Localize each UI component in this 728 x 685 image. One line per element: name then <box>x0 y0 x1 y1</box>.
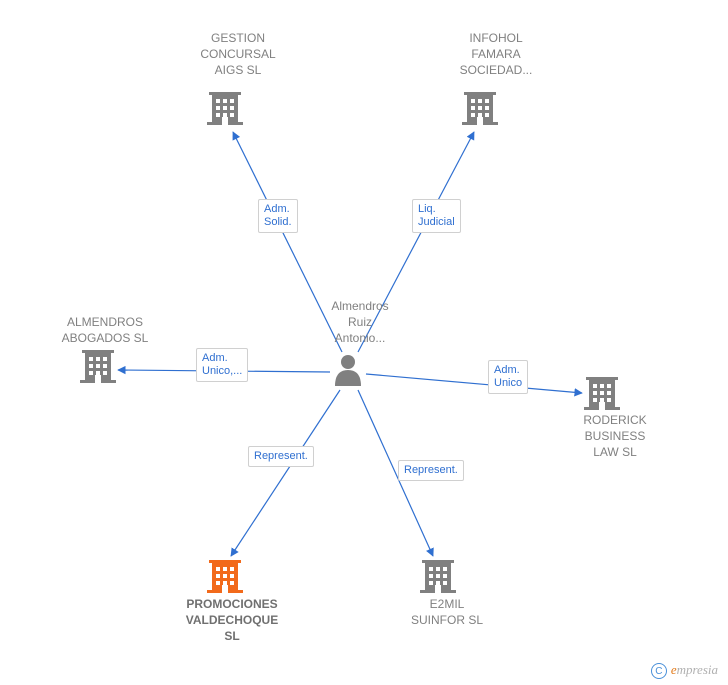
edge-label: Represent. <box>248 446 314 467</box>
footer-attribution: Cempresia <box>651 662 718 680</box>
copyright-icon: C <box>651 663 667 679</box>
company-icon[interactable] <box>420 560 456 593</box>
edge <box>231 390 340 556</box>
center-node-label: Almendros Ruiz Antonio... <box>320 298 400 347</box>
person-icon[interactable] <box>335 355 361 386</box>
edge <box>366 374 582 393</box>
brand-rest: mpresia <box>677 662 718 677</box>
company-icon[interactable] <box>462 92 498 125</box>
edge-label: Liq. Judicial <box>412 199 461 233</box>
company-label: ALMENDROS ABOGADOS SL <box>50 314 160 346</box>
company-icon[interactable] <box>207 92 243 125</box>
edge-label: Adm. Unico <box>488 360 528 394</box>
company-icon[interactable] <box>207 560 243 593</box>
company-label: RODERICK BUSINESS LAW SL <box>565 412 665 461</box>
edge-label: Adm. Solid. <box>258 199 298 233</box>
company-label: GESTION CONCURSAL AIGS SL <box>188 30 288 79</box>
company-label: PROMOCIONES VALDECHOQUE SL <box>172 596 292 645</box>
company-icon[interactable] <box>80 350 116 383</box>
company-label: E2MIL SUINFOR SL <box>392 596 502 628</box>
edge-label: Adm. Unico,... <box>196 348 248 382</box>
company-label: INFOHOL FAMARA SOCIEDAD... <box>446 30 546 79</box>
company-icon[interactable] <box>584 377 620 410</box>
edge-label: Represent. <box>398 460 464 481</box>
